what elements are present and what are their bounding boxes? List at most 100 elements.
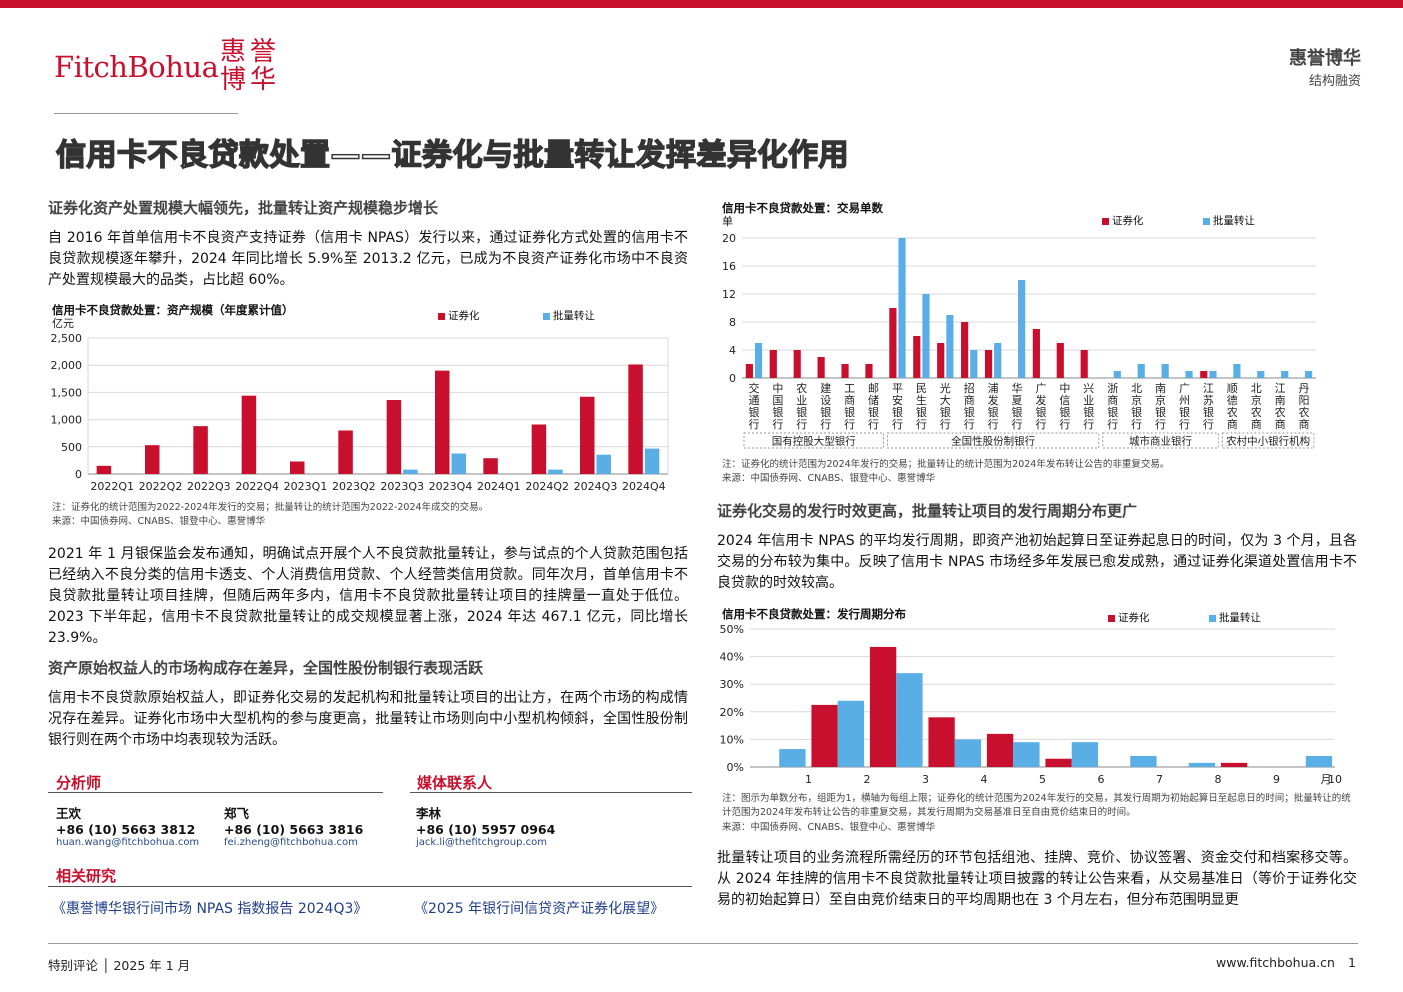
logo-chinese: 惠誉 博华 bbox=[220, 38, 290, 94]
paragraph-bulk-transfer: 2021 年 1 月银保监会发布通知，明确试点开展个人不良贷款批量转让，参与试点… bbox=[48, 546, 688, 646]
x-tick-label: 浦 bbox=[988, 382, 999, 395]
chart3-title: 信用卡不良贷款处置：发行周期分布 bbox=[722, 607, 906, 621]
x-tick-label: 生 bbox=[916, 393, 927, 407]
x-tick-label: 银 bbox=[1059, 405, 1070, 419]
analyst-heading: 分析师 bbox=[56, 774, 102, 792]
x-tick-label: 2024Q3 bbox=[574, 480, 618, 493]
x-tick-label: 顺 bbox=[1227, 382, 1238, 395]
chart2-source: 来源：中国债券网、CNABS、银登中心、惠誉博华 bbox=[722, 473, 936, 484]
x-tick-label: 7 bbox=[1156, 773, 1163, 786]
y-tick-label: 1,500 bbox=[51, 386, 83, 399]
contact-email-link[interactable]: huan.wang@fitchbohua.com bbox=[56, 837, 200, 848]
bar-bulk bbox=[644, 448, 660, 474]
legend-bulk: 批量转让 bbox=[1202, 215, 1255, 227]
x-tick-label: 8 bbox=[1215, 773, 1222, 786]
x-tick-label: 银 bbox=[1083, 405, 1094, 419]
contact-name: 王欢 bbox=[56, 806, 82, 821]
bar-bulk bbox=[779, 749, 806, 767]
x-tick-label: 银 bbox=[1107, 405, 1118, 419]
logo-underline bbox=[54, 113, 238, 114]
x-tick-label: 2024Q1 bbox=[477, 480, 521, 493]
bar-securitization bbox=[1045, 758, 1072, 767]
x-tick-label: 商 bbox=[844, 393, 855, 407]
research-link-abs-outlook[interactable]: 《2025 年银行间信贷资产证券化展望》 bbox=[414, 901, 665, 917]
bar-bulk bbox=[548, 469, 563, 474]
y-tick-label: 2,500 bbox=[51, 332, 83, 345]
legend-label: 批量转让 bbox=[1218, 612, 1261, 624]
research-link-npas-index[interactable]: 《惠誉博华银行间市场 NPAS 指数报告 2024Q3》 bbox=[52, 901, 368, 917]
y-tick-label: 10% bbox=[720, 733, 744, 746]
x-tick-label: 平 bbox=[892, 382, 903, 395]
x-tick-label: 5 bbox=[1039, 773, 1046, 786]
x-tick-label: 2022Q4 bbox=[235, 480, 279, 493]
x-tick-label: 行 bbox=[1059, 418, 1070, 431]
x-tick-label: 2023Q1 bbox=[284, 480, 328, 493]
x-tick-label: 发 bbox=[1035, 393, 1046, 407]
x-tick-label: 发 bbox=[988, 393, 999, 407]
bank-group-label: 城市商业银行 bbox=[1129, 435, 1192, 448]
chart2-svg: 048121620交通银行中国银行农业银行建设银行工商银行邮储银行平安银行民生银… bbox=[722, 232, 1316, 449]
y-tick-label: 50% bbox=[720, 623, 744, 636]
bar-securitization bbox=[984, 350, 993, 378]
bank-group-label: 国有控股大型银行 bbox=[772, 435, 856, 448]
footer-url-link[interactable]: www.fitchbohua.cn bbox=[1216, 955, 1335, 970]
bar-securitization bbox=[817, 357, 825, 378]
x-tick-label: 银 bbox=[1131, 405, 1142, 419]
x-tick-label: 6 bbox=[1098, 773, 1105, 786]
bank-group-box bbox=[887, 432, 1100, 449]
bar-securitization bbox=[145, 445, 160, 474]
x-tick-label: 南 bbox=[1155, 382, 1166, 395]
x-tick-label: 银 bbox=[916, 405, 927, 419]
y-tick-label: 0 bbox=[729, 372, 736, 385]
x-tick-label: 行 bbox=[892, 418, 903, 431]
x-tick-label: 江 bbox=[1275, 382, 1286, 395]
bar-securitization bbox=[913, 336, 921, 378]
bar-securitization bbox=[841, 364, 849, 378]
contact-email-link[interactable]: jack.li@thefitchgroup.com bbox=[416, 837, 547, 848]
bar-securitization bbox=[531, 424, 547, 474]
x-tick-label: 夏 bbox=[1012, 394, 1023, 407]
x-tick-label: 兴 bbox=[1083, 382, 1094, 395]
x-tick-label: 京 bbox=[1155, 393, 1166, 407]
y-tick-label: 0 bbox=[75, 468, 82, 481]
chart2-ylabel: 单 bbox=[722, 215, 733, 228]
legend-label: 证券化 bbox=[448, 310, 480, 322]
legend-swatch-red bbox=[1108, 614, 1115, 622]
footer-label: 特别评论 │ 2025 年 1 月 bbox=[48, 958, 191, 973]
x-tick-label: 2022Q2 bbox=[139, 480, 183, 493]
paragraph-issuance: 2024 年信用卡 NPAS 的平均发行周期，即资产池初始起算日至证券起息日的时… bbox=[717, 533, 1357, 591]
bar-securitization bbox=[869, 646, 897, 767]
legend-label: 证券化 bbox=[1118, 612, 1150, 624]
x-tick-label: 商 bbox=[1299, 417, 1310, 431]
x-tick-label: 商 bbox=[1107, 393, 1118, 407]
x-tick-label: 德 bbox=[1227, 393, 1238, 407]
x-tick-label: 行 bbox=[1035, 418, 1046, 431]
y-tick-label: 16 bbox=[722, 260, 736, 273]
legend-bulk: 批量转让 bbox=[1208, 612, 1261, 624]
x-tick-label: 州 bbox=[1179, 394, 1190, 407]
bar-bulk bbox=[1305, 371, 1313, 378]
bar-bulk bbox=[1188, 762, 1216, 767]
x-tick-label: 北 bbox=[1131, 382, 1142, 395]
brand-name: 惠誉博华 bbox=[1289, 48, 1361, 69]
x-tick-label: 2024Q4 bbox=[622, 480, 666, 493]
chart2-title: 信用卡不良贷款处置：交易单数 bbox=[722, 201, 883, 215]
x-tick-label: 储 bbox=[868, 393, 879, 407]
y-tick-label: 8 bbox=[729, 316, 736, 329]
contact-card-li: 李林 +86 (10) 5957 0964 jack.li@thefitchgr… bbox=[416, 803, 555, 848]
logo-cn-line2: 博华 bbox=[220, 65, 281, 95]
chart1-legend: 证券化 批量转让 bbox=[438, 308, 595, 323]
contact-email-link[interactable]: fei.zheng@fitchbohua.com bbox=[224, 837, 358, 848]
bar-securitization bbox=[193, 426, 208, 474]
x-tick-label: 广 bbox=[1179, 382, 1190, 395]
x-tick-label: 2023Q2 bbox=[332, 480, 376, 493]
x-tick-label: 4 bbox=[981, 773, 988, 786]
x-tick-label: 行 bbox=[964, 418, 975, 431]
bank-group-box bbox=[1221, 432, 1315, 449]
bar-securitization bbox=[1220, 762, 1248, 767]
x-tick-label: 行 bbox=[988, 418, 999, 431]
x-tick-label: 广 bbox=[1035, 382, 1046, 395]
bar-bulk bbox=[1018, 280, 1026, 378]
x-tick-label: 1 bbox=[805, 773, 812, 786]
x-tick-label: 通 bbox=[748, 394, 759, 407]
